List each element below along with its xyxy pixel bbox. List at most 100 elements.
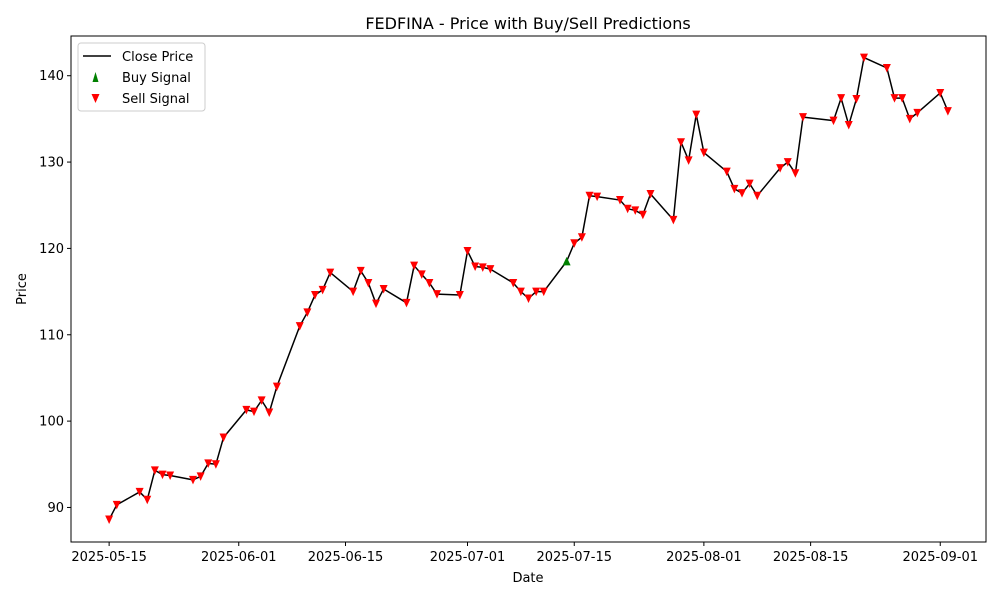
sell-signal-marker (516, 287, 525, 297)
sell-signal-marker (105, 515, 114, 525)
legend-sell-marker (91, 94, 100, 103)
sell-signal-marker (860, 53, 868, 63)
sell-signal-marker (471, 262, 480, 272)
sell-signal-marker (753, 191, 762, 201)
sell-signal-marker (303, 308, 312, 317)
sell-signal-marker (898, 94, 907, 103)
axes-frame (70, 35, 987, 543)
sell-signal-marker (242, 405, 251, 415)
x-tick-label: 2025-05-15 (71, 550, 147, 565)
sell-signal-marker (257, 396, 266, 405)
legend-close-price: Close Price (122, 50, 193, 65)
sell-signal-marker (158, 470, 167, 480)
sell-signal-marker (463, 247, 472, 256)
sell-signal-marker (524, 294, 533, 303)
sell-signal-marker (943, 107, 952, 116)
sell-signal-marker (166, 471, 175, 481)
sell-signal-marker (402, 298, 411, 308)
legend-box (77, 42, 206, 112)
x-tick-label: 2025-06-01 (201, 550, 277, 565)
sell-signal-marker (295, 322, 304, 331)
sell-signal-marker (799, 113, 807, 122)
x-axis: 2025-05-15 2025-06-01 2025-06-15 2025-07-01… (71, 542, 978, 565)
sell-signal-marker (372, 299, 380, 309)
x-axis-label: Date (512, 571, 543, 586)
sell-signal-marker (326, 268, 335, 278)
sell-signal-marker (196, 472, 205, 481)
sell-signal-marker (882, 63, 891, 73)
sell-signal-marker (677, 138, 685, 147)
sell-signal-marker (143, 495, 152, 505)
sell-signal-marker (272, 382, 281, 392)
sell-signal-marker (570, 239, 579, 248)
sell-signal-marker (585, 191, 594, 201)
legend-sell-signal: Sell Signal (122, 92, 190, 107)
sell-signal-marker (692, 110, 701, 120)
legend-buy-marker (92, 72, 99, 82)
sell-signal-marker (829, 116, 838, 126)
x-tick-label: 2025-06-15 (308, 550, 384, 565)
sell-signal-marker (135, 487, 144, 497)
sell-signal-marker (433, 290, 441, 299)
sell-signal-marker (616, 196, 624, 205)
y-tick-label: 120 (39, 242, 64, 257)
sell-signal-marker (745, 179, 754, 189)
sell-signal-marker (112, 500, 121, 510)
sell-signal-marker (890, 94, 899, 103)
sell-signal-marker (318, 285, 327, 295)
sell-signal-marker (844, 120, 853, 130)
sell-signal-marker (783, 158, 792, 167)
sell-signal-marker (631, 206, 640, 215)
y-tick-label: 130 (39, 156, 64, 171)
y-tick-label: 100 (39, 415, 64, 430)
sell-signal-marker (349, 287, 358, 297)
sell-signal-marker (219, 433, 228, 443)
sell-signal-marker (776, 164, 785, 173)
sell-signal-marker (478, 263, 487, 272)
buy-signal-marker (562, 256, 571, 266)
sell-signal-marker (837, 94, 846, 103)
sell-signal-marker (699, 148, 708, 158)
sell-signal-marker (311, 291, 319, 300)
y-tick-label: 140 (39, 69, 64, 84)
y-tick-label: 110 (39, 328, 64, 343)
sell-signal-marker (738, 189, 746, 198)
sell-signal-marker (455, 291, 464, 300)
sell-signal-marker (791, 169, 800, 178)
legend-buy-signal: Buy Signal (122, 71, 191, 86)
sell-signal-marker (356, 266, 365, 276)
sell-signal-marker (539, 287, 548, 297)
sell-signal-marker (204, 459, 213, 468)
sell-signal-marker (669, 215, 678, 225)
x-tick-label: 2025-07-01 (430, 550, 506, 565)
sell-signal-marker (532, 287, 541, 297)
sell-signal-marker (684, 156, 693, 165)
sell-signal-marker (265, 408, 274, 417)
sell-signal-marker (638, 210, 647, 220)
sell-signal-marker (623, 204, 632, 214)
sell-signal-marker (189, 475, 197, 485)
sell-signal-marker (593, 192, 602, 202)
x-tick-label: 2025-09-01 (902, 550, 978, 565)
y-axis: 90 100 110 120 130 140 (39, 69, 71, 516)
x-tick-label: 2025-08-15 (773, 550, 849, 565)
x-tick-label: 2025-08-01 (666, 550, 742, 565)
sell-signal-marker (905, 114, 914, 124)
sell-signal-marker (379, 285, 388, 294)
sell-signal-marker (913, 108, 922, 118)
sell-signal-marker (211, 460, 220, 469)
sell-signal-marker (722, 167, 731, 177)
sell-signal-marker (730, 184, 739, 194)
sell-signal-marker (509, 278, 518, 288)
plot-area (105, 53, 952, 525)
sell-signal-marker (936, 88, 945, 98)
sell-signal-marker (425, 278, 434, 288)
x-tick-label: 2025-07-15 (536, 550, 612, 565)
chart-title: FEDFINA - Price with Buy/Sell Prediction… (365, 14, 690, 33)
sell-signal-marker (646, 190, 655, 199)
legend: Close Price Buy Signal Sell Signal (77, 42, 206, 112)
sell-signal-marker (150, 466, 159, 475)
sell-signal-marker (410, 261, 419, 271)
y-axis-label: Price (15, 273, 30, 305)
sell-signal-marker (417, 270, 426, 279)
